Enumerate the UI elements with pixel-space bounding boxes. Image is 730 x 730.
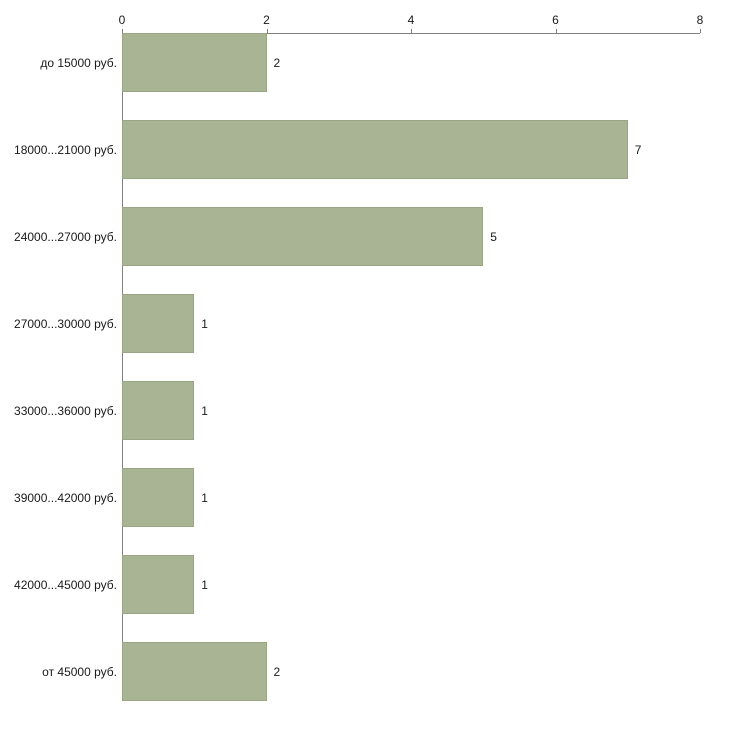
chart-row-line: 33000...36000 руб. 1 [0, 381, 730, 440]
chart-row-line: от 45000 руб. 2 [0, 642, 730, 701]
chart-row-line: до 15000 руб. 2 [0, 33, 730, 92]
chart-row: 39000...42000 руб. 1 [0, 468, 730, 555]
chart-row: от 45000 руб. 2 [0, 642, 730, 729]
x-tick-mark [411, 29, 412, 33]
x-tick-mark [266, 29, 268, 33]
x-tick-label: 4 [407, 13, 415, 27]
chart-row: 33000...36000 руб. 1 [0, 381, 730, 468]
category-label: 33000...36000 руб. [14, 403, 117, 418]
category-label: 42000...45000 руб. [14, 577, 117, 592]
chart-row: до 15000 руб. 2 [0, 33, 730, 120]
x-tick-label: 8 [696, 13, 704, 27]
value-label: 1 [201, 316, 208, 331]
bar [122, 381, 195, 440]
category-label: до 15000 руб. [40, 55, 117, 70]
x-tick-mark [122, 29, 123, 33]
bar [122, 468, 195, 527]
chart-row-line: 27000...30000 руб. 1 [0, 294, 730, 353]
x-tick-label: 0 [118, 13, 126, 27]
chart-row-line: 24000...27000 руб. 5 [0, 207, 730, 266]
chart-row-line: 18000...21000 руб. 7 [0, 120, 730, 179]
value-label: 1 [201, 490, 208, 505]
bar [122, 33, 267, 92]
x-tick-mark [700, 29, 701, 33]
bar [122, 120, 628, 179]
chart-row-line: 42000...45000 руб. 1 [0, 555, 730, 614]
value-label: 7 [634, 142, 642, 157]
chart-rows: до 15000 руб. 2 18000...21000 руб. 7 24000..… [0, 33, 730, 729]
bar [122, 207, 484, 266]
x-axis-line [122, 33, 700, 34]
value-label: 2 [273, 55, 281, 70]
x-tick-mark [555, 29, 557, 33]
bar [122, 294, 195, 353]
category-label: 27000...30000 руб. [14, 316, 117, 331]
bar [122, 555, 195, 614]
category-label: 39000...42000 руб. [14, 490, 117, 505]
x-tick-label: 2 [263, 13, 270, 27]
category-label: 24000...27000 руб. [14, 229, 117, 244]
chart-row-line: 39000...42000 руб. 1 [0, 468, 730, 527]
chart-row: 42000...45000 руб. 1 [0, 555, 730, 642]
category-label: от 45000 руб. [42, 664, 117, 679]
value-label: 2 [273, 664, 281, 679]
y-axis-line [122, 33, 123, 701]
value-label: 1 [201, 577, 208, 592]
category-label: 18000...21000 руб. [14, 142, 117, 157]
chart-row: 24000...27000 руб. 5 [0, 207, 730, 294]
value-label: 1 [201, 403, 208, 418]
bar [122, 642, 267, 701]
value-label: 5 [490, 229, 497, 244]
chart-row: 18000...21000 руб. 7 [0, 120, 730, 207]
x-tick-label: 6 [552, 13, 559, 27]
chart-row: 27000...30000 руб. 1 [0, 294, 730, 381]
